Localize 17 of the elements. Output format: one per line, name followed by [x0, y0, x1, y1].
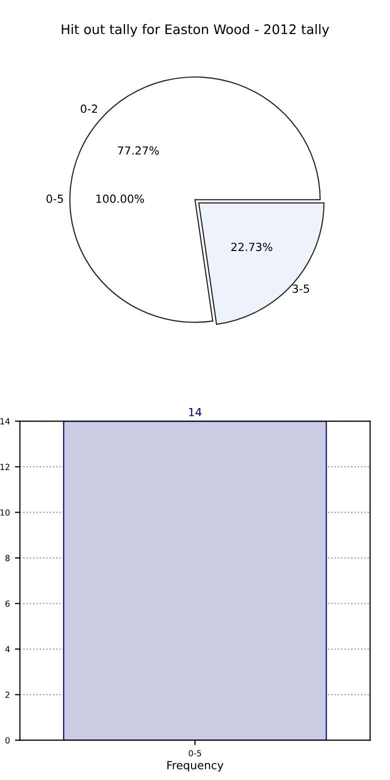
- chart-title: Hit out tally for Easton Wood - 2012 tally: [62, 24, 330, 37]
- data-label: 22.73%: [231, 242, 272, 252]
- y-tick-label: 6: [5, 600, 10, 607]
- slice-label: 0-2: [80, 104, 98, 113]
- y-tick-label: 0: [5, 737, 10, 744]
- x-axis-title: Frequency: [167, 761, 224, 772]
- y-tick-label: 2: [5, 692, 10, 698]
- y-tick-label: 12: [0, 464, 10, 470]
- y-tick-label: 4: [5, 646, 10, 652]
- data-label: 14: [189, 408, 202, 416]
- y-tick-label: 14: [0, 418, 10, 424]
- data-label: 77.27%: [118, 146, 159, 155]
- y-tick-label: 8: [5, 554, 10, 562]
- y-tick-label: 10: [0, 509, 10, 516]
- text: 100.00%: [96, 194, 144, 203]
- slice-label: 3-5: [292, 284, 310, 293]
- text: 0-5: [46, 194, 63, 203]
